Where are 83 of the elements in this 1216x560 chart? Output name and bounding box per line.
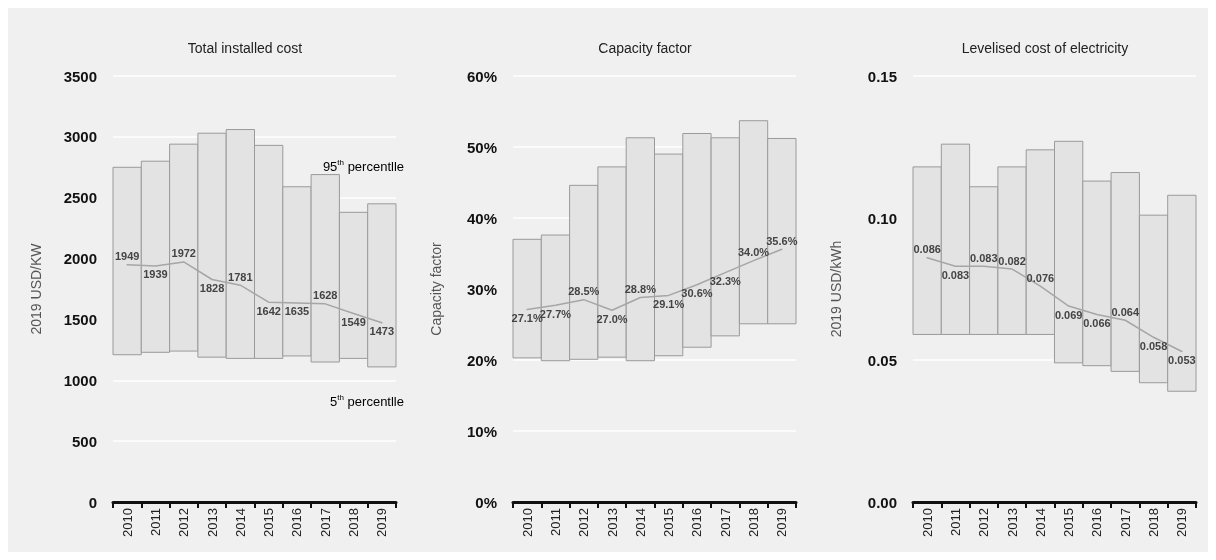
data-label: 1473: [369, 325, 395, 338]
chart-title: Capacity factor: [598, 40, 693, 56]
data-label: 0.053: [1168, 353, 1196, 366]
x-tick-label: 2012: [176, 508, 192, 537]
x-tick-label: 2018: [346, 508, 362, 537]
x-tick-label: 2014: [632, 508, 648, 537]
x-tick-label: 2015: [661, 508, 677, 537]
x-tick-label: 2011: [547, 508, 563, 536]
y-tick-label: 0%: [475, 493, 497, 511]
data-label: 1781: [228, 270, 253, 283]
data-label: 28.8%: [624, 283, 657, 296]
y-tick-label: 3000: [63, 128, 97, 146]
x-tick-label: 2010: [519, 508, 535, 537]
x-tick-label: 2015: [261, 508, 277, 537]
y-tick-label: 1500: [63, 310, 97, 328]
x-tick-label: 2017: [1117, 508, 1133, 537]
data-label: 29.1%: [653, 297, 685, 310]
y-tick-label: 0.05: [867, 351, 897, 369]
x-tick-label: 2019: [374, 508, 390, 537]
y-axis-title: Capacity factor: [428, 241, 444, 336]
x-tick-label: 2013: [1004, 508, 1020, 537]
data-label: 0.066: [1083, 317, 1111, 330]
data-label: 1949: [114, 250, 140, 263]
y-tick-label: 0.10: [867, 209, 897, 227]
data-label: 0.082: [998, 254, 1026, 267]
x-tick-label: 2014: [232, 508, 248, 537]
data-label: 1642: [256, 304, 281, 317]
data-label: 35.6%: [766, 234, 798, 247]
data-label: 1828: [199, 282, 225, 295]
y-tick-label: 0: [88, 493, 97, 511]
x-tick-label: 2017: [717, 508, 733, 537]
y-tick-label: 20%: [466, 351, 497, 369]
data-label: 1635: [284, 305, 310, 318]
x-tick-label: 2018: [746, 508, 762, 537]
x-tick-label: 2012: [576, 508, 592, 537]
x-tick-label: 2016: [1089, 508, 1105, 537]
y-tick-label: 30%: [466, 280, 497, 298]
data-label: 0.076: [1026, 271, 1055, 284]
x-tick-label: 2018: [1146, 508, 1162, 537]
x-tick-label: 2019: [1174, 508, 1190, 537]
data-label: 34.0%: [737, 246, 770, 259]
x-tick-label: 2012: [976, 508, 992, 537]
data-label: 1628: [313, 289, 338, 302]
chart-title: Total installed cost: [187, 40, 303, 56]
x-tick-label: 2013: [204, 508, 220, 537]
x-tick-label: 2010: [919, 508, 935, 537]
data-label: 1972: [171, 247, 196, 260]
y-tick-label: 10%: [466, 422, 497, 440]
data-label: 0.086: [913, 243, 941, 256]
y-tick-label: 0.00: [867, 493, 897, 511]
y-tick-label: 60%: [466, 67, 497, 85]
data-label: 1549: [341, 315, 366, 328]
x-tick-label: 2011: [147, 508, 163, 536]
x-tick-label: 2011: [947, 508, 963, 536]
x-tick-label: 2016: [689, 508, 705, 537]
data-label: 1939: [143, 268, 168, 281]
data-label: 27.0%: [596, 312, 628, 325]
y-tick-label: 0.15: [867, 67, 897, 85]
y-tick-label: 3500: [63, 67, 97, 85]
x-tick-label: 2017: [317, 508, 333, 537]
data-label: 0.083: [941, 268, 970, 281]
x-tick-label: 2014: [1032, 508, 1048, 537]
y-tick-label: 2500: [63, 189, 97, 207]
x-tick-label: 2019: [774, 508, 790, 537]
data-label: 28.5%: [568, 285, 600, 298]
y-axis-title: 2019 USD/KW: [28, 242, 44, 335]
data-label: 0.064: [1111, 305, 1140, 318]
y-tick-label: 1000: [63, 371, 97, 389]
chart-title: Levelised cost of electricity: [961, 40, 1129, 56]
data-label: 0.069: [1054, 308, 1083, 321]
data-label: 32.3%: [709, 275, 742, 288]
y-tick-label: 50%: [466, 138, 497, 156]
x-tick-label: 2013: [604, 508, 620, 537]
x-tick-label: 2010: [119, 508, 135, 537]
data-label: 30.6%: [681, 287, 713, 300]
x-tick-label: 2016: [289, 508, 305, 537]
data-label: 0.083: [969, 251, 998, 264]
y-axis-title: 2019 USD/kWh: [828, 240, 844, 338]
y-tick-label: 2000: [63, 250, 97, 268]
x-tick-label: 2015: [1061, 508, 1077, 537]
y-tick-label: 40%: [466, 209, 497, 227]
y-tick-label: 500: [71, 432, 97, 450]
data-label: 0.058: [1139, 339, 1168, 352]
